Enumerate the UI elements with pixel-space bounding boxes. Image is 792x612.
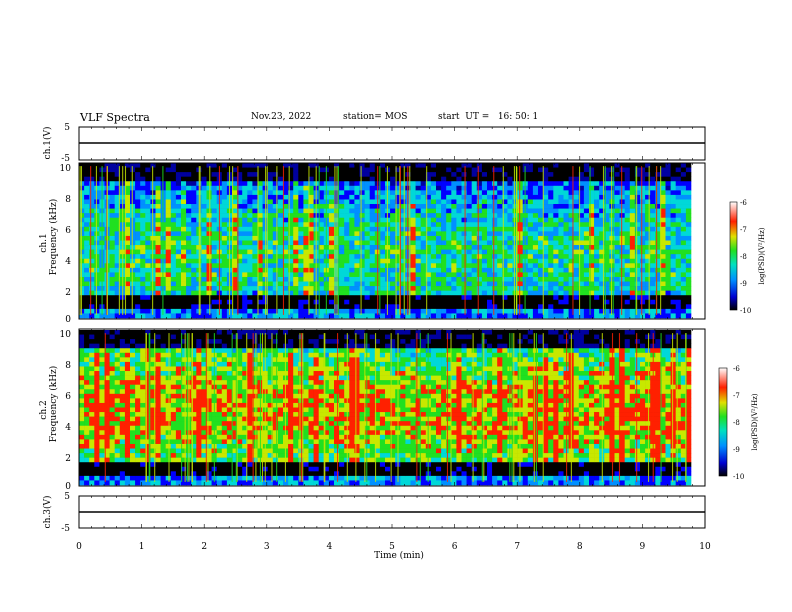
- ch1-cb-tick-m6: -6: [740, 199, 747, 207]
- ch2-ytick-2: 2: [65, 454, 71, 464]
- ch1-ytick-10: 10: [60, 164, 72, 174]
- ch2-cb-tick-m9: -9: [733, 446, 740, 454]
- ch2-frequency-ylabel: Frequency (kHz): [48, 366, 59, 443]
- xtick-5: 5: [389, 542, 395, 552]
- ch2-ytick-4: 4: [65, 423, 71, 433]
- xtick-8: 8: [577, 542, 583, 552]
- time-axis: 0 1 2 3 4 5 6 7 8 9 10 Time (min): [76, 542, 711, 561]
- ch2-cb-tick-m8: -8: [733, 419, 740, 427]
- ch2-ytick-0: 0: [65, 482, 71, 492]
- ch1-colorbar: -6 -7 -8 -9 -10 log(PSD)(V²/Hz): [729, 199, 766, 315]
- xtick-10: 10: [699, 542, 711, 552]
- ch1-cb-tick-m9: -9: [740, 280, 747, 288]
- xtick-2: 2: [201, 542, 207, 552]
- ch1-cb-tick-m10: -10: [740, 307, 751, 315]
- ch1-ytick-6: 6: [65, 226, 71, 236]
- ch2-cb-tick-m6: -6: [733, 365, 740, 373]
- ch1-spectrogram-panel: 0 2 4 6 8 10 ch.1 Frequency (kHz): [39, 162, 706, 325]
- observation-date: Nov.23, 2022: [251, 112, 312, 122]
- ch1-voltage-panel: 5 -5 ch.1(V): [42, 123, 706, 164]
- ch2-ytick-8: 8: [65, 361, 71, 371]
- figure-title: VLF Spectra: [80, 111, 150, 124]
- station-label: station= MOS: [343, 112, 408, 122]
- ch2-colorbar: -6 -7 -8 -9 -10 log(PSD)(V²/Hz): [718, 365, 759, 481]
- xtick-3: 3: [264, 542, 270, 552]
- ch1-frequency-ylabel: Frequency (kHz): [48, 199, 59, 276]
- ch1-ytick-8: 8: [65, 195, 71, 205]
- ch3-ytick-top: 5: [64, 492, 70, 502]
- ch3-voltage-panel: 5 -5 ch.3(V): [42, 492, 706, 534]
- ch1-cb-tick-m8: -8: [740, 253, 747, 261]
- xtick-0: 0: [76, 542, 82, 552]
- ch2-cb-tick-m10: -10: [733, 473, 744, 481]
- ch1-channel-label: ch.1: [39, 233, 49, 252]
- xtick-1: 1: [139, 542, 145, 552]
- ch3-ytick-bottom: -5: [61, 524, 70, 534]
- ch1-cb-tick-m7: -7: [740, 226, 747, 234]
- ch3-voltage-ylabel: ch.3(V): [42, 496, 53, 529]
- ch1-ytick-bottom: -5: [61, 154, 70, 164]
- ch1-colorbar-label: log(PSD)(V²/Hz): [758, 227, 766, 284]
- ch2-colorbar-label: log(PSD)(V²/Hz): [751, 393, 759, 450]
- ch2-spectrogram-panel: 0 2 4 6 8 10 ch.2 Frequency (kHz): [39, 328, 706, 492]
- ch1-ytick-top: 5: [64, 123, 70, 133]
- ch1-ytick-0: 0: [65, 315, 71, 325]
- ch1-ytick-4: 4: [65, 257, 71, 267]
- xtick-9: 9: [640, 542, 646, 552]
- ch1-ytick-2: 2: [65, 288, 71, 298]
- xtick-6: 6: [452, 542, 458, 552]
- xtick-4: 4: [327, 542, 333, 552]
- time-xlabel: Time (min): [374, 550, 424, 561]
- ch2-cb-tick-m7: -7: [733, 392, 740, 400]
- ch1-voltage-ylabel: ch.1(V): [42, 127, 53, 160]
- xtick-7: 7: [514, 542, 520, 552]
- ch2-ytick-10: 10: [60, 330, 72, 340]
- start-time-label: start UT = 16: 50: 1: [438, 112, 539, 122]
- ch2-ytick-6: 6: [65, 392, 71, 402]
- ch2-channel-label: ch.2: [39, 400, 49, 419]
